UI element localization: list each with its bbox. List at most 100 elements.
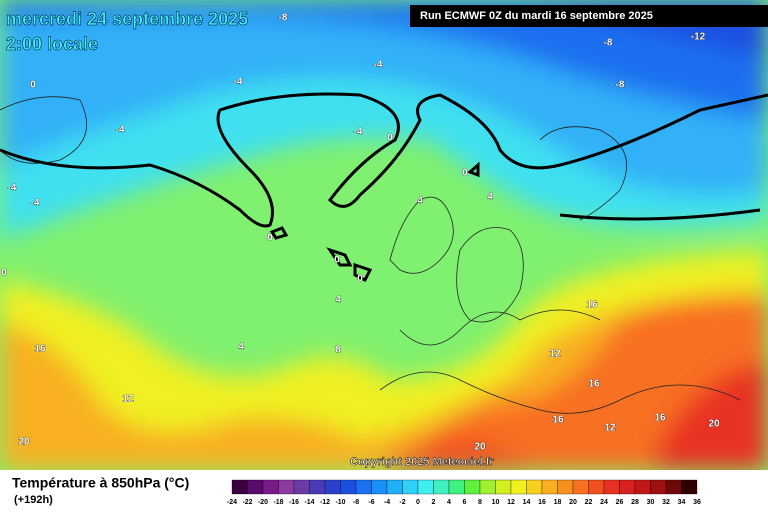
scale-label: 14 xyxy=(523,499,531,506)
contour-label: 20 xyxy=(18,437,30,448)
scale-label: 20 xyxy=(569,499,577,506)
contour-label: 4 xyxy=(487,192,493,203)
zero-contour xyxy=(0,92,768,283)
scale-label: -6 xyxy=(368,499,374,506)
contour-label: 12 xyxy=(604,423,616,434)
scale-label: -12 xyxy=(320,499,330,506)
copyright: Copyright 2025 Meteociel.fr xyxy=(350,456,494,468)
color-scale: -24 -22 -20 -18 -16 -14 -12 -10 -8 -6 -4 -2 0 2 4 6 8 10 1… xyxy=(227,479,701,506)
scale-swatch xyxy=(572,479,589,495)
scale-swatch xyxy=(634,479,651,495)
scale-label: -4 xyxy=(384,499,390,506)
temperature-field xyxy=(0,0,768,470)
scale-swatch xyxy=(417,479,434,495)
contour-label: 20 xyxy=(474,442,486,453)
coastlines xyxy=(0,96,741,414)
contour-label: 16 xyxy=(34,344,46,355)
scale-label: 10 xyxy=(492,499,500,506)
contour-label: -12 xyxy=(691,32,706,43)
scale-swatch xyxy=(433,479,450,495)
legend-lead: (+192h) xyxy=(14,494,53,506)
scale-label: 12 xyxy=(507,499,515,506)
contour-label: -8 xyxy=(604,38,613,49)
contour-label: 0 xyxy=(462,168,468,179)
scale-swatch xyxy=(479,479,496,495)
scale-swatch xyxy=(619,479,636,495)
scale-label: -22 xyxy=(242,499,252,506)
scale-label: 16 xyxy=(538,499,546,506)
scale-swatch xyxy=(402,479,419,495)
scale-label: -24 xyxy=(227,499,237,506)
contour-label: 0 xyxy=(357,274,363,285)
contour-label: 4 xyxy=(238,342,244,353)
contour-label: 12 xyxy=(122,394,134,405)
scale-label: -8 xyxy=(353,499,359,506)
scale-label: -2 xyxy=(399,499,405,506)
scale-swatch xyxy=(247,479,264,495)
contour-label: 12 xyxy=(549,349,561,360)
scale-label: 28 xyxy=(631,499,639,506)
scale-label: 30 xyxy=(647,499,655,506)
contour-label: -4 xyxy=(116,125,125,136)
scale-label: 34 xyxy=(678,499,686,506)
contour-labels: -8 -8 -12 -4 -8 0 -4 -4 -4 0 0 4 -4 -4 4 0 0 0 0 4 16 16 4 8 12 1… xyxy=(1,12,720,453)
scale-label: 32 xyxy=(662,499,670,506)
contour-label: 0 xyxy=(334,255,340,266)
scale-label: -18 xyxy=(273,499,283,506)
scale-label: 22 xyxy=(585,499,593,506)
scale-swatch xyxy=(231,479,248,495)
contour-label: 16 xyxy=(586,300,598,311)
scale-label: 0 xyxy=(416,499,420,506)
scale-label: 6 xyxy=(463,499,467,506)
contour-label: 0 xyxy=(1,268,7,279)
scale-label: -16 xyxy=(289,499,299,506)
scale-label: 24 xyxy=(600,499,608,506)
contour-label: -4 xyxy=(31,198,40,209)
subtitle: 2:00 locale xyxy=(6,34,98,54)
contour-label: 8 xyxy=(335,345,341,356)
scale-label: 8 xyxy=(478,499,482,506)
contour-label: 16 xyxy=(588,379,600,390)
contour-label: -8 xyxy=(616,80,625,91)
scale-swatch xyxy=(448,479,465,495)
contour-label: 16 xyxy=(654,413,666,424)
contour-label: 16 xyxy=(552,415,564,426)
contour-label: 4 xyxy=(335,295,341,306)
scale-swatch xyxy=(371,479,388,495)
contour-label: 20 xyxy=(708,419,720,430)
scale-label: 36 xyxy=(693,499,701,506)
run-banner xyxy=(410,5,768,27)
scale-swatch xyxy=(309,479,326,495)
contour-label: -4 xyxy=(234,77,243,88)
map: Run ECMWF 0Z du mardi 16 septembre 2025 … xyxy=(0,0,768,470)
scale-label: -20 xyxy=(258,499,268,506)
scale-swatch xyxy=(324,479,341,495)
scale-swatch xyxy=(340,479,357,495)
scale-label: -14 xyxy=(304,499,314,506)
contour-label: 4 xyxy=(417,196,423,207)
title: mercredi 24 septembre 2025 xyxy=(6,9,248,29)
scale-label: -10 xyxy=(335,499,345,506)
contour-label: -4 xyxy=(354,127,363,138)
run-text: Run ECMWF 0Z du mardi 16 septembre 2025 xyxy=(420,10,653,22)
scale-swatch xyxy=(293,479,310,495)
scale-swatch xyxy=(603,479,620,495)
contour-label: 0 xyxy=(267,233,273,244)
scale-swatch xyxy=(464,479,481,495)
scale-swatch xyxy=(650,479,667,495)
contour-label: -4 xyxy=(374,60,383,71)
scale-swatch xyxy=(681,479,698,495)
scale-label: 2 xyxy=(432,499,436,506)
contour-label: 0 xyxy=(387,133,393,144)
scale-swatch xyxy=(278,479,295,495)
scale-swatch xyxy=(588,479,605,495)
scale-swatch xyxy=(386,479,403,495)
scale-swatch xyxy=(495,479,512,495)
scale-label: 18 xyxy=(554,499,562,506)
contour-label: -4 xyxy=(8,183,17,194)
scale-swatch xyxy=(526,479,543,495)
scale-swatch xyxy=(355,479,372,495)
legend-title: Température à 850hPa (°C) xyxy=(12,475,189,491)
scale-swatch xyxy=(510,479,527,495)
scale-label: 26 xyxy=(616,499,624,506)
